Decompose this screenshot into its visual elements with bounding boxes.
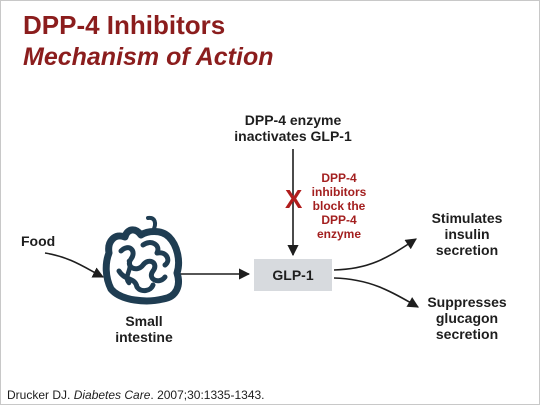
food-arrow — [44, 252, 105, 278]
suppresses-label-line1: Suppresses — [427, 294, 507, 310]
food-label: Food — [21, 233, 56, 249]
inhibitor-label-line1: DPP-4 — [321, 171, 357, 185]
stimulates-label-line1: Stimulates — [431, 210, 503, 226]
small-intestine-label-line1: Small — [125, 313, 163, 329]
citation-authors: Drucker DJ. — [7, 388, 74, 402]
glp1-box: GLP-1 — [254, 259, 332, 291]
intestine-icon — [102, 215, 183, 305]
citation-details: . 2007;30:1335-1343. — [150, 388, 265, 402]
suppresses-label-line2: glucagon — [435, 310, 499, 326]
enzyme-label-line2: inactivates GLP-1 — [234, 128, 352, 144]
stimulates-label-line2: insulin — [444, 226, 490, 242]
slide-subtitle: Mechanism of Action — [23, 43, 274, 71]
small-intestine-label: Small intestine — [99, 313, 189, 345]
stimulates-arrow — [333, 238, 417, 271]
inhibitor-label-line3: block the — [312, 199, 366, 213]
suppresses-arrow — [333, 277, 419, 308]
inhibitor-label-line2: inhibitors — [311, 185, 367, 199]
citation-journal: Diabetes Care — [73, 388, 151, 402]
enzyme-label-line1: DPP-4 enzyme — [244, 112, 342, 128]
suppresses-label-line3: secretion — [435, 326, 499, 342]
inhibitor-label: DPP-4 inhibitors block the DPP-4 enzyme — [304, 171, 374, 241]
stimulates-label: Stimulates insulin secretion — [417, 210, 517, 258]
inhibitor-label-line5: enzyme — [316, 227, 362, 241]
citation: Drucker DJ. Diabetes Care. 2007;30:1335-… — [7, 388, 265, 402]
glp1-label: GLP-1 — [272, 267, 314, 283]
suppresses-label: Suppresses glucagon secretion — [415, 294, 519, 342]
slide-title: DPP-4 Inhibitors — [23, 10, 226, 40]
enzyme-label: DPP-4 enzyme inactivates GLP-1 — [213, 112, 373, 144]
stimulates-label-line3: secretion — [435, 242, 499, 258]
inhibitor-label-line4: DPP-4 — [321, 213, 357, 227]
block-x-mark: X — [285, 184, 303, 214]
small-intestine-label-line2: intestine — [115, 329, 173, 345]
